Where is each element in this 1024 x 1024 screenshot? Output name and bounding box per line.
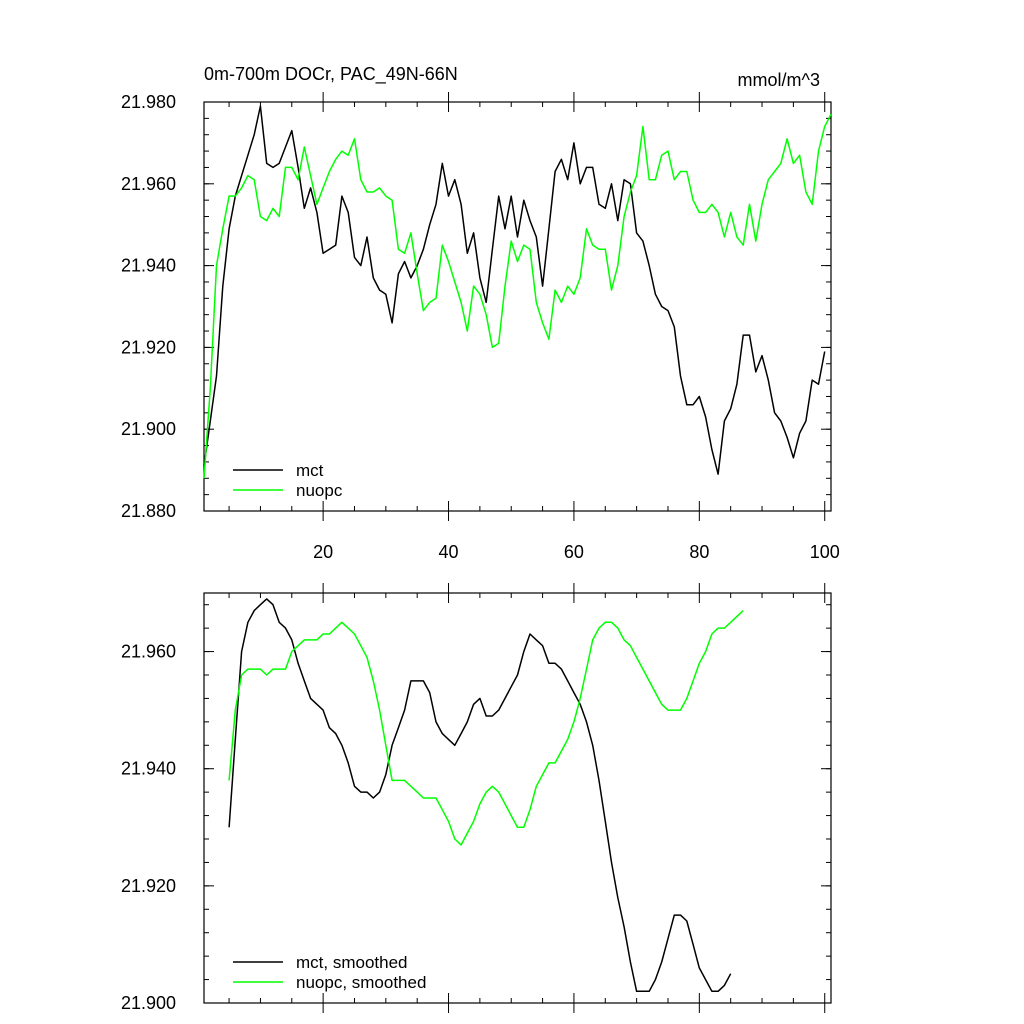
legend-label-nuopc-smoothed: nuopc, smoothed [296, 973, 426, 992]
y-tick-label: 21.960 [121, 174, 176, 194]
y-tick-label: 21.940 [121, 256, 176, 276]
bottom-panel: 21.900 21.920 21.940 21.960 mct, smoothed n… [121, 583, 832, 1013]
top-legend: mct nuopc [233, 461, 343, 500]
series-line-mct [203, 105, 826, 475]
chart-title: 0m-700m DOCr, PAC_49N-66N [204, 64, 458, 85]
top-plot-frame [203, 101, 832, 512]
legend-label-nuopc: nuopc [296, 481, 343, 500]
legend-label-mct: mct [296, 461, 324, 480]
y-tick-label: 21.940 [121, 759, 176, 779]
y-tick-label: 21.920 [121, 337, 176, 357]
y-tick-label: 21.960 [121, 642, 176, 662]
series-line-nuopc-smoothed [228, 610, 744, 846]
legend-label-mct-smoothed: mct, smoothed [296, 953, 408, 972]
bottom-plot-frame [203, 592, 832, 1004]
y-tick-label: 21.900 [121, 993, 176, 1013]
y-tick-label: 21.920 [121, 876, 176, 896]
x-tick-label: 60 [564, 542, 584, 562]
y-tick-label: 21.900 [121, 419, 176, 439]
y-tick-label: 21.980 [121, 92, 176, 112]
bottom-series [228, 598, 744, 993]
series-line-nuopc [203, 113, 832, 479]
bottom-ticks: 21.900 21.920 21.940 21.960 [121, 583, 831, 1013]
top-panel: 0m-700m DOCr, PAC_49N-66N mmol/m^3 21.88… [121, 64, 840, 562]
series-line-mct-smoothed [228, 598, 732, 993]
x-tick-label: 80 [689, 542, 709, 562]
x-tick-label: 40 [439, 542, 459, 562]
units-label: mmol/m^3 [738, 70, 820, 90]
top-series [203, 105, 832, 479]
bottom-legend: mct, smoothed nuopc, smoothed [233, 953, 426, 992]
y-tick-label: 21.880 [121, 501, 176, 521]
top-ticks: 21.880 21.900 21.920 21.940 21.960 21.980 20 40… [121, 92, 840, 562]
x-tick-label: 100 [810, 542, 840, 562]
x-tick-label: 20 [313, 542, 333, 562]
